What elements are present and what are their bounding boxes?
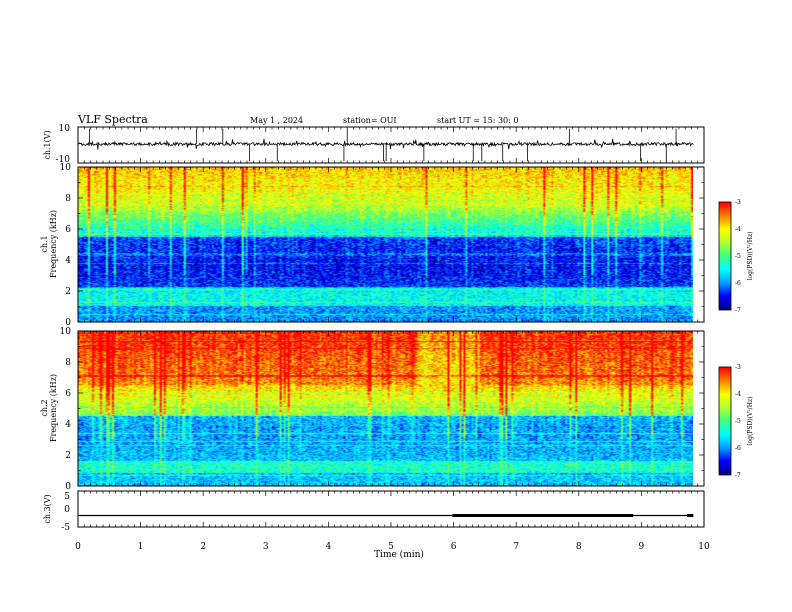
x-tick-label: 10 (698, 542, 710, 552)
ch2-ytick-8: 8 (65, 358, 71, 368)
ch1-colorbar-frame (718, 201, 732, 311)
ch2-ytick-4: 4 (65, 420, 71, 430)
ch2-colorbar-frame (718, 366, 732, 476)
ch2-ytick-6: 6 (65, 389, 71, 399)
x-axis-label: Time (min) (374, 549, 424, 560)
ch2-cb-tick-m7: -7 (735, 472, 741, 479)
ch1-ytick-6: 6 (65, 225, 71, 235)
ch1-spectrogram-panel: 0 2 4 6 8 10 ch.1 Frequency (kHz) -3 -4 … (40, 163, 754, 328)
ch1-frequency-ticks: 0 2 4 6 8 10 (60, 163, 72, 328)
ch2-spectrogram-ylabel: Frequency (kHz) (49, 374, 58, 442)
ch1-spectrogram-ylabel: Frequency (kHz) (49, 210, 58, 278)
ch1-ytick-0: 0 (65, 318, 71, 328)
x-tick-label: 3 (263, 542, 269, 552)
x-tick-label: 1 (138, 542, 144, 552)
ch1-colorbar-label: log(PSD)(V²/Hz) (747, 232, 754, 281)
ch1-spectrogram-channel-label: ch.1 (40, 235, 49, 252)
ch2-cb-tick-m3: -3 (735, 364, 741, 371)
ch1-colorbar-gradient (719, 202, 731, 310)
ch3-waveform-panel: 5 0 -5 ch.3(V) (43, 490, 705, 533)
ch1-cb-tick-m4: -4 (735, 226, 741, 233)
ch2-colorbar: -3 -4 -5 -6 -7 log(PSD)(V²/Hz) (718, 364, 754, 479)
ch3-ytick-5: 5 (64, 492, 70, 502)
ch2-colorbar-label: log(PSD)(V²/Hz) (747, 397, 754, 446)
ch2-colorbar-gradient (719, 367, 731, 475)
ch2-spectrogram-channel-label: ch.2 (40, 399, 49, 416)
ch1-waveform-ylabel: ch.1(V) (43, 130, 52, 159)
ch3-waveform-frame (77, 490, 705, 528)
ch1-waveform-panel: 10 -10 ch.1(V) (43, 124, 705, 165)
header-station: station= OUI (343, 116, 397, 125)
ch1-cb-tick-m6: -6 (735, 280, 741, 287)
ch3-waveform-ylabel: ch.3(V) (43, 494, 52, 523)
ch1-ytick-4: 4 (65, 256, 71, 266)
ch1-cb-tick-m5: -5 (735, 253, 741, 260)
ch2-cb-tick-m6: -6 (735, 445, 741, 452)
ch2-frequency-ticks: 0 2 4 6 8 10 (60, 327, 72, 492)
ch1-colorbar: -3 -4 -5 -6 -7 log(PSD)(V²/Hz) (718, 199, 754, 314)
x-tick-label: 4 (326, 542, 332, 552)
ch1-ytick-2: 2 (65, 287, 71, 297)
ch3-ytick-0: 0 (64, 505, 70, 515)
ch3-ytick-m5: -5 (61, 523, 70, 533)
x-tick-label: 2 (200, 542, 206, 552)
x-tick-label: 6 (451, 542, 457, 552)
ch2-ytick-2: 2 (65, 451, 71, 461)
header-date: May 1 , 2024 (250, 116, 303, 125)
ch2-spectrogram-panel: 0 2 4 6 8 10 ch.2 Frequency (kHz) -3 -4 … (40, 327, 754, 492)
ch2-cb-tick-m4: -4 (735, 391, 741, 398)
x-tick-label: 5 (388, 542, 394, 552)
ch1-waveform-line (77, 138, 694, 150)
x-tick-label: 0 (75, 542, 81, 552)
ch2-spectrogram-image (78, 331, 693, 486)
ch1-waveform-trace (77, 128, 694, 162)
ch1-ytick-top: 10 (59, 124, 71, 134)
x-tick-label: 9 (639, 542, 645, 552)
header-start-time: start UT = 15: 30: 0 (437, 116, 518, 125)
ch2-cb-tick-m5: -5 (735, 418, 741, 425)
ch1-spectrogram-image (78, 167, 693, 322)
ch2-ytick-10: 10 (60, 327, 72, 337)
ch1-ytick-8: 8 (65, 194, 71, 204)
ch2-ytick-0: 0 (65, 482, 71, 492)
ch1-cb-tick-m7: -7 (735, 307, 741, 314)
ch1-ytick-10: 10 (60, 163, 72, 173)
x-tick-label: 7 (513, 542, 519, 552)
ch1-cb-tick-m3: -3 (735, 199, 741, 206)
time-axis: 0 1 2 3 4 5 6 7 8 9 10 (75, 127, 710, 552)
x-tick-label: 8 (576, 542, 582, 552)
ch1-ytick-bottom: -10 (56, 155, 71, 165)
chart-title: VLF Spectra (77, 113, 148, 126)
